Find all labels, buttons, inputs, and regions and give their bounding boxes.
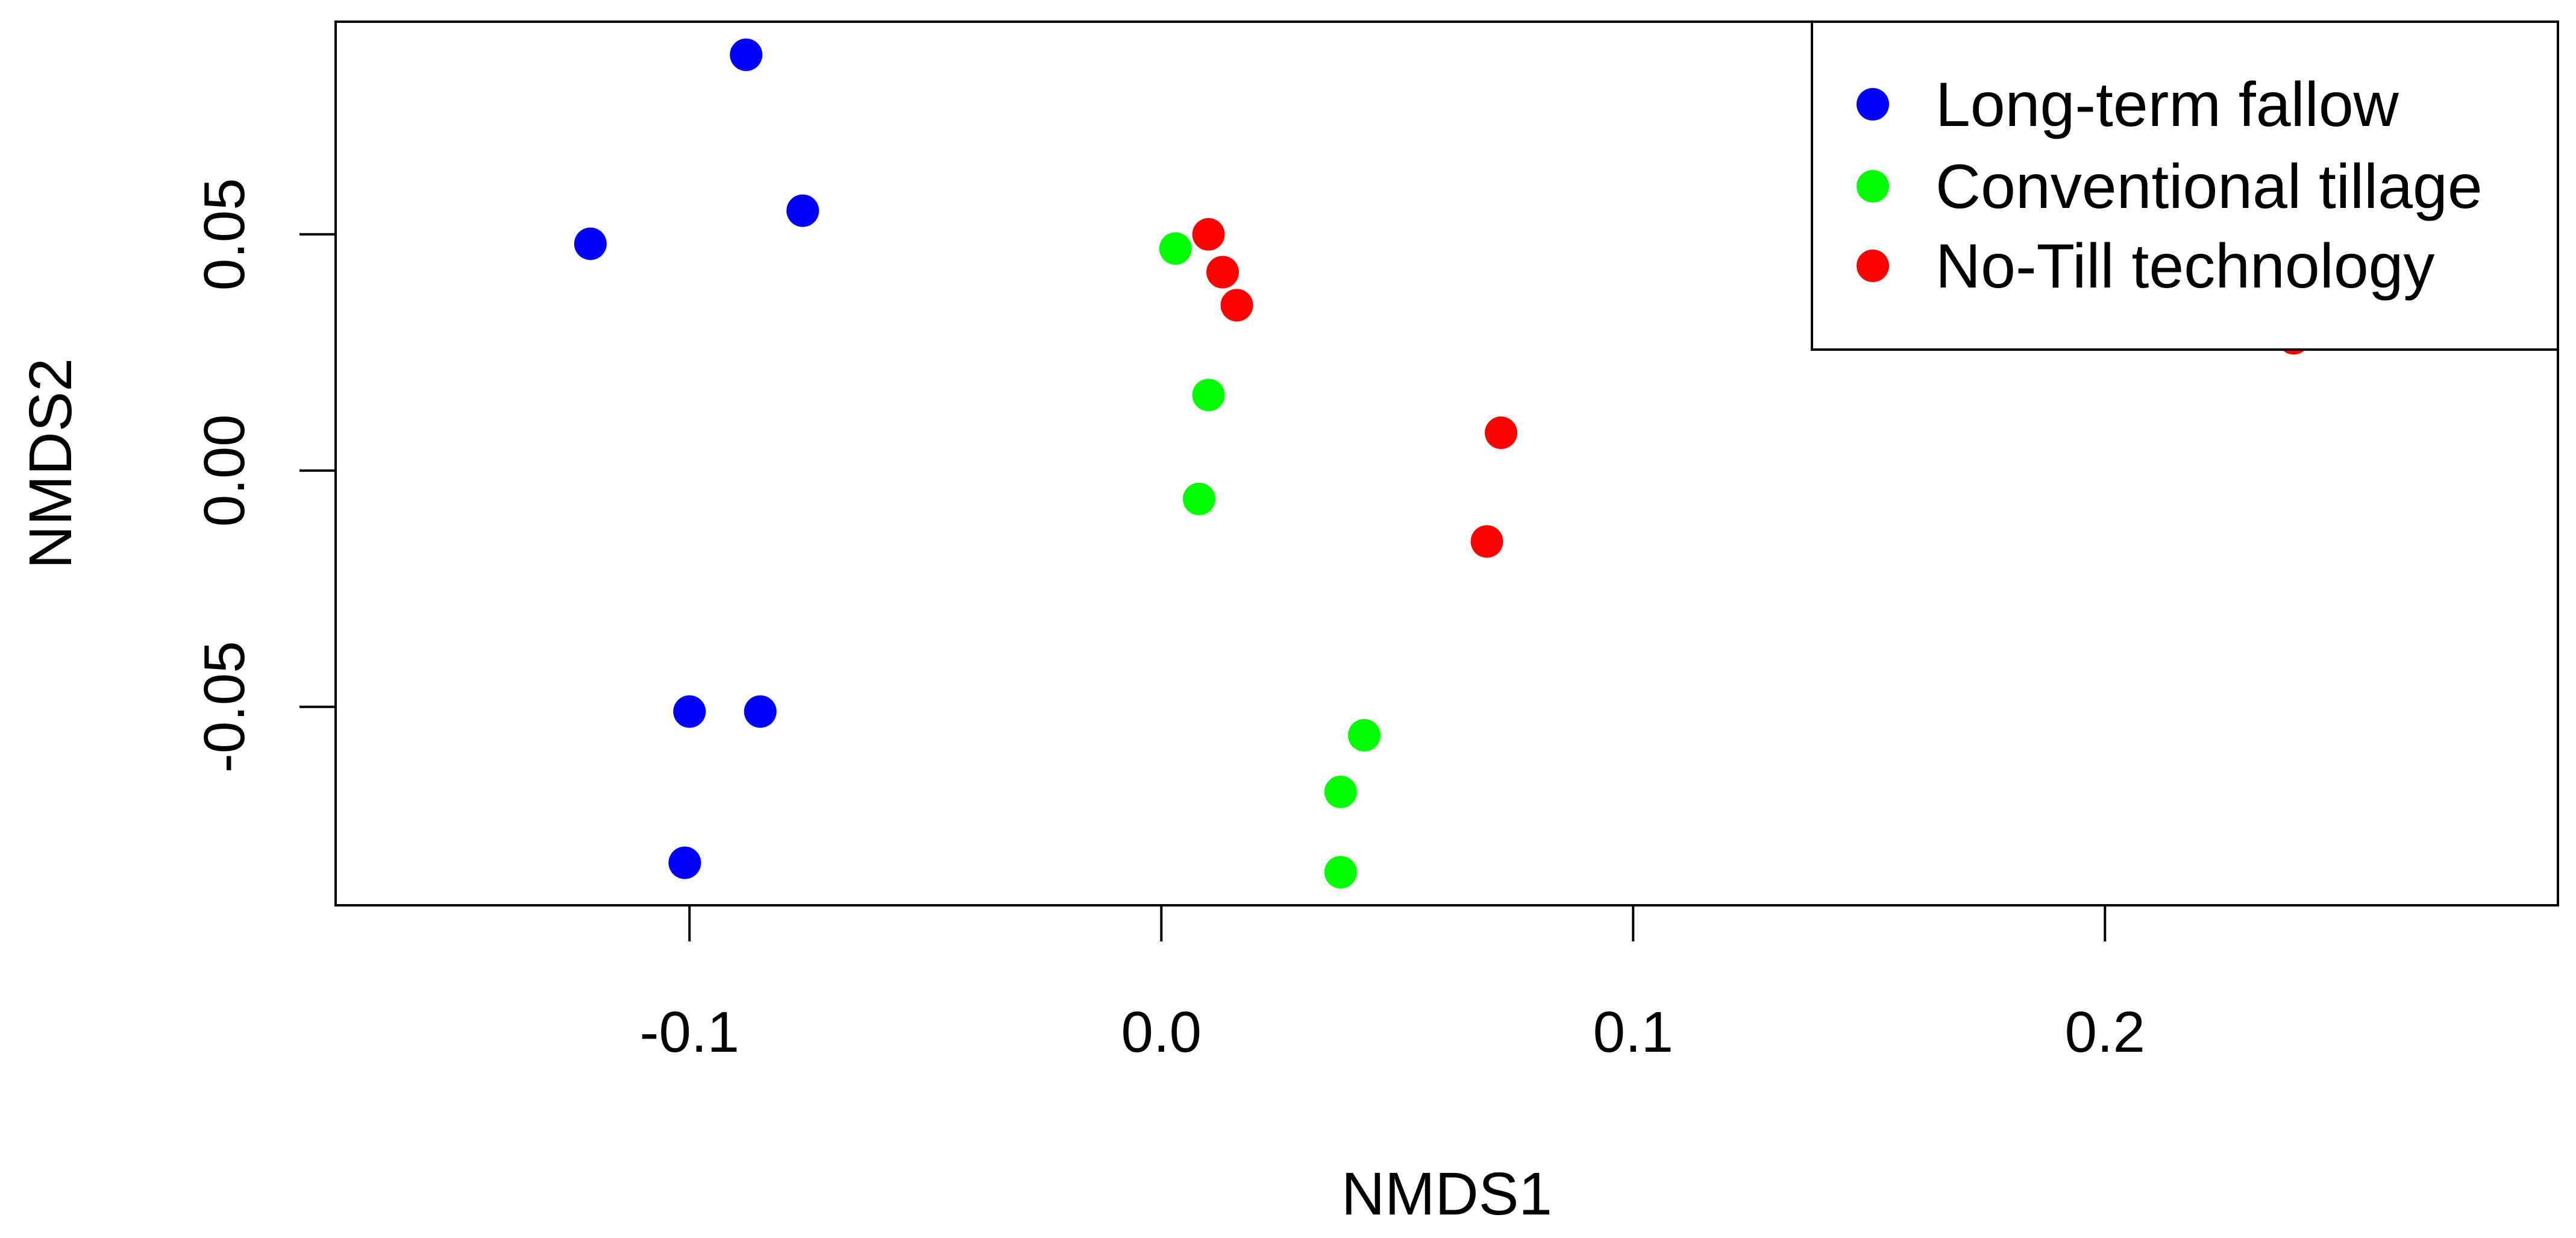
legend-box	[1811, 20, 2559, 351]
legend-marker	[1857, 250, 1889, 282]
x-tick-label: -0.1	[640, 1000, 739, 1064]
legend-label: Long-term fallow	[1935, 70, 2399, 140]
legend-marker	[1857, 88, 1889, 121]
legend-label: Conventional tillage	[1935, 152, 2483, 222]
x-tick-label: 0.2	[2065, 1000, 2145, 1064]
x-axis-label: NMDS1	[1341, 1160, 1552, 1228]
y-tick-label: -0.05	[192, 641, 257, 773]
data-point-series-2	[1192, 218, 1225, 251]
y-tick-label: 0.00	[192, 414, 257, 527]
data-point-series-1	[1324, 856, 1357, 889]
legend: Long-term fallow Conventional tillage No-T…	[1811, 20, 2559, 351]
legend-marker	[1857, 170, 1889, 203]
data-point-series-0	[730, 38, 763, 71]
data-point-series-2	[1485, 416, 1518, 450]
data-point-series-1	[1347, 718, 1380, 752]
y-axis: -0.05 0.00 0.05	[192, 178, 336, 773]
data-point-series-0	[786, 194, 819, 227]
data-point-series-1	[1192, 379, 1225, 412]
data-point-series-1	[1159, 232, 1192, 265]
data-point-series-1	[1324, 775, 1357, 808]
data-point-series-0	[744, 695, 777, 728]
data-point-series-0	[668, 846, 701, 879]
x-axis: -0.1 0.0 0.1 0.2	[640, 905, 2145, 1064]
legend-label: No-Till technology	[1935, 231, 2435, 301]
data-point-series-2	[1206, 256, 1239, 289]
data-point-series-2	[1220, 289, 1253, 322]
x-tick-label: 0.0	[1121, 1000, 1202, 1064]
data-point-series-2	[1470, 525, 1503, 558]
y-axis-label: NMDS2	[17, 358, 84, 569]
plot-frame	[334, 20, 2559, 907]
data-point-series-0	[673, 695, 706, 728]
y-tick-label: 0.05	[192, 178, 257, 291]
x-tick-label: 0.1	[1593, 1000, 1673, 1064]
data-point-series-1	[1182, 482, 1215, 515]
data-point-series-0	[574, 227, 607, 260]
